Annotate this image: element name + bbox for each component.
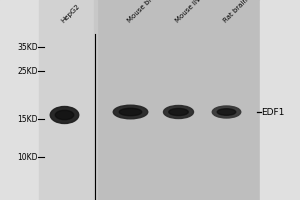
Text: 25KD: 25KD [18,66,38,75]
Text: HepG2: HepG2 [60,3,81,24]
Text: 35KD: 35KD [17,43,38,51]
Text: Rat brain: Rat brain [222,0,249,24]
Text: Mouse liver: Mouse liver [174,0,207,24]
Bar [39,0,95,200]
Bar [260,0,300,200]
Bar [94,0,97,200]
Ellipse shape [113,105,148,119]
Ellipse shape [217,109,236,115]
Text: 15KD: 15KD [18,114,38,123]
Ellipse shape [212,106,241,118]
Text: Mouse brain: Mouse brain [126,0,161,24]
Ellipse shape [164,106,194,118]
Text: 10KD: 10KD [18,152,38,162]
Ellipse shape [50,106,79,123]
Ellipse shape [119,108,142,116]
Ellipse shape [55,110,74,120]
Ellipse shape [169,108,188,116]
Bar [95,0,260,200]
Bar [0,0,39,200]
Text: EDF1: EDF1 [262,108,285,116]
